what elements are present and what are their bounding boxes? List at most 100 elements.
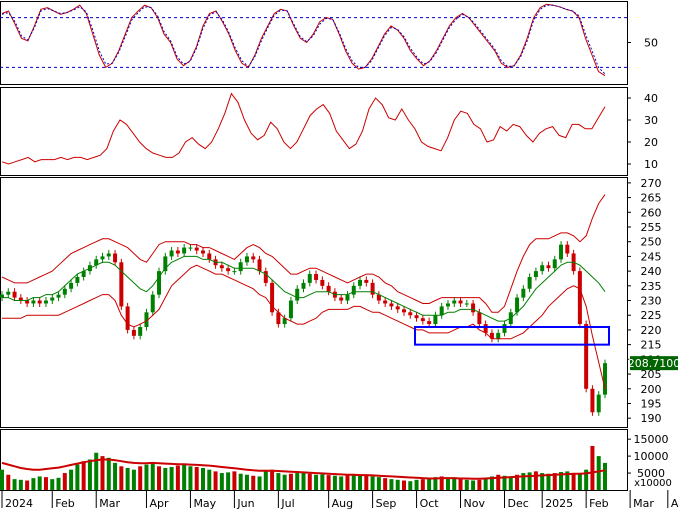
- support-zone-box: [414, 326, 610, 346]
- x-axis-tick-label: Aug: [332, 497, 353, 510]
- volume-bar: [263, 471, 268, 490]
- x-axis-tick-label: Sep: [376, 497, 397, 510]
- price-candle-body: [56, 294, 61, 298]
- indicator-frame: [0, 87, 628, 176]
- volume-bar: [402, 480, 406, 490]
- volume-bar: [113, 462, 118, 490]
- x-axis-tick-label: 2024: [5, 497, 33, 510]
- volume-bar: [31, 478, 36, 490]
- volume-bar: [163, 467, 168, 490]
- volume-bar: [533, 471, 538, 490]
- price-candle-body: [18, 297, 23, 301]
- price-candle-body: [320, 279, 325, 286]
- volume-bar: [201, 467, 205, 490]
- volume-bar: [502, 475, 507, 490]
- x-axis-tick-label: Apr: [149, 497, 169, 510]
- volume-bar: [584, 469, 589, 490]
- last-price-label: 208.7100: [628, 357, 679, 370]
- volume-bar: [483, 478, 488, 490]
- price-candle-body: [351, 285, 356, 295]
- volume-bar: [383, 478, 388, 490]
- volume-bar: [433, 477, 438, 490]
- price-candle-body: [150, 294, 155, 313]
- price-candle-body: [106, 253, 111, 257]
- volume-bar: [508, 476, 513, 490]
- price-candle-body: [420, 318, 425, 322]
- volume-bar: [87, 459, 92, 490]
- volume-bar: [320, 474, 325, 490]
- volume-tick-label: 5000: [637, 467, 665, 480]
- volume-bar: [496, 474, 501, 490]
- volume-bar: [188, 466, 193, 490]
- price-tick-label: 240: [641, 265, 662, 278]
- price-tick-label: 230: [641, 295, 662, 308]
- volume-bar: [521, 473, 526, 490]
- price-candle-body: [527, 277, 532, 289]
- indicator-tick-label: 40: [644, 92, 658, 105]
- price-candle-body: [169, 250, 174, 257]
- volume-bar: [100, 456, 105, 490]
- volume-bar: [577, 473, 582, 490]
- price-candle-body: [464, 303, 469, 305]
- volume-bar: [339, 476, 344, 490]
- price-candle-body: [402, 309, 406, 313]
- volume-bar: [62, 473, 67, 490]
- price-candle-body: [489, 332, 494, 339]
- volume-bar: [69, 469, 74, 490]
- x-axis-tick-label: Mar: [99, 497, 120, 510]
- price-candle-body: [540, 265, 545, 272]
- volume-bar: [301, 472, 306, 490]
- price-candle-body: [263, 271, 268, 283]
- price-candle-body: [326, 285, 331, 292]
- price-candle-body: [113, 253, 118, 263]
- price-candle-body: [232, 271, 237, 273]
- price-candle-body: [194, 247, 199, 251]
- volume-bar: [295, 473, 300, 490]
- bollinger-mid-line: [2, 255, 606, 322]
- volume-bar: [471, 480, 476, 490]
- price-candle-body: [201, 250, 205, 254]
- price-candle-body: [364, 279, 369, 283]
- volume-bar: [175, 465, 180, 490]
- price-candle-body: [496, 332, 501, 339]
- panel-indicator: 10 20 30 40: [0, 87, 658, 176]
- x-axis-tick-label: 2025: [545, 497, 573, 510]
- volume-bar: [12, 479, 17, 490]
- price-candle-body: [358, 279, 363, 286]
- volume-bar: [408, 481, 413, 490]
- x-axis-tick-label: Jul: [280, 497, 294, 510]
- volume-bar: [232, 471, 237, 490]
- price-candle-body: [226, 268, 231, 272]
- indicator-tick-label: 10: [644, 158, 658, 171]
- x-axis: 2024 Feb Mar Apr May Jun Jul Aug Sep Oct Nov Dec 202…: [0, 490, 679, 510]
- price-candle-body: [477, 312, 482, 325]
- indicator-tick-label: 20: [644, 136, 658, 149]
- price-candle-body: [119, 262, 124, 307]
- price-candle-body: [427, 321, 432, 325]
- price-candle-body: [307, 274, 312, 283]
- stochastic-d-line: [1, 4, 606, 75]
- price-tick-label: 225: [641, 309, 662, 322]
- volume-bar: [314, 474, 319, 490]
- price-candle-body: [483, 324, 488, 333]
- price-frame: [0, 177, 628, 428]
- price-candle-body: [577, 271, 582, 325]
- volume-bar: [458, 479, 463, 490]
- price-candle-body: [276, 312, 281, 325]
- price-candle-body: [238, 262, 243, 272]
- volume-bar: [182, 464, 187, 490]
- volume-bar: [94, 452, 99, 490]
- volume-bar: [603, 462, 607, 490]
- indicator-line: [1, 92, 606, 165]
- price-candle-body: [50, 297, 55, 301]
- price-tick-label: 255: [641, 221, 662, 234]
- volume-bar: [150, 462, 155, 490]
- price-tick-label: 235: [641, 280, 662, 293]
- stochastic-tick-label: 50: [644, 37, 658, 50]
- price-candle-body: [37, 300, 42, 304]
- volume-bar: [540, 473, 545, 490]
- volume-bar: [6, 474, 11, 490]
- price-candle-body: [182, 247, 187, 254]
- volume-bar: [596, 456, 601, 490]
